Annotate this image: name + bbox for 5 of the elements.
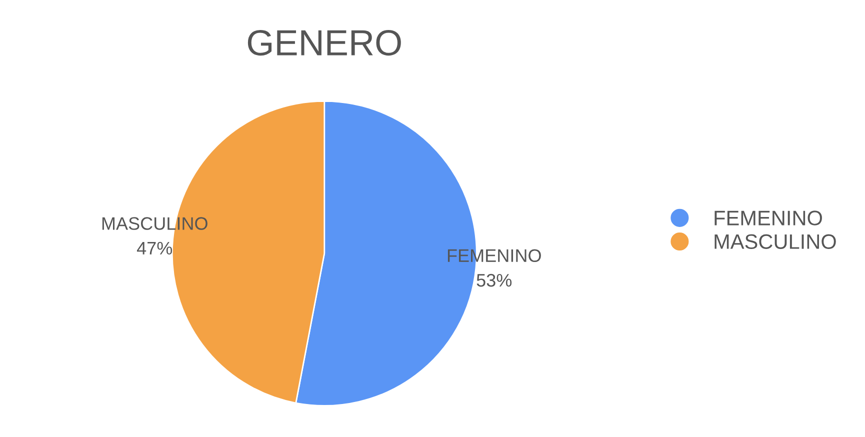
- legend-label: MASCULINO: [714, 234, 836, 249]
- legend-label: FEMENINO: [714, 210, 822, 226]
- chart-title: GENERO: [248, 30, 401, 56]
- data-label: 47%: [136, 242, 172, 255]
- data-label: 53%: [476, 274, 512, 287]
